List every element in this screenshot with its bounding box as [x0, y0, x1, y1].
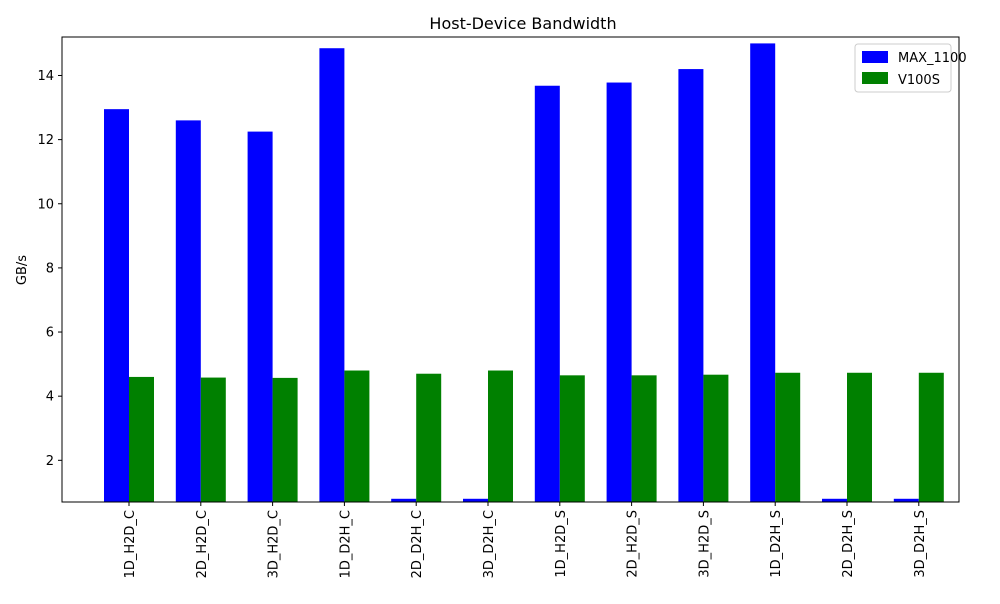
bar-v100s-3d-h2d-s: [703, 374, 729, 502]
bar-max-1100-3d-h2d-c: [247, 131, 273, 502]
y-tick-label: 4: [46, 390, 54, 405]
y-tick-label: 2: [46, 454, 54, 469]
y-tick-label: 14: [37, 69, 54, 84]
bars-layer: [104, 43, 944, 503]
bar-v100s-1d-h2d-s: [559, 375, 585, 502]
x-tick-label: 1D_D2H_S: [769, 510, 784, 578]
bar-v100s-3d-d2h-c: [488, 370, 513, 502]
bar-max-1100-1d-d2h-c: [319, 48, 345, 502]
legend: MAX_1100 V100S: [854, 43, 967, 93]
x-tick-label: 1D_D2H_C: [338, 510, 353, 578]
bar-max-1100-2d-h2d-s: [606, 82, 632, 502]
x-tick-label: 3D_D2H_S: [913, 510, 928, 578]
y-tick-label: 6: [46, 326, 54, 341]
bar-max-1100-2d-d2h-c: [391, 498, 417, 502]
x-tick-label: 3D_H2D_C: [267, 510, 282, 578]
bar-max-1100-3d-h2d-s: [678, 69, 704, 502]
bar-v100s-1d-d2h-c: [344, 370, 370, 502]
bar-max-1100-3d-d2h-s: [893, 498, 919, 502]
y-tick-label: 10: [37, 197, 54, 212]
y-axis: 2 4 6 8 10 12 14: [37, 69, 62, 469]
y-tick-label: 12: [37, 133, 54, 148]
legend-label-v100s: V100S: [898, 73, 940, 88]
x-tick-label: 1D_H2D_C: [123, 510, 138, 578]
bar-v100s-3d-d2h-s: [918, 372, 944, 502]
x-tick-label: 2D_H2D_S: [626, 510, 641, 578]
bar-max-1100-1d-h2d-c: [104, 109, 129, 502]
bar-v100s-1d-d2h-s: [775, 372, 801, 502]
x-tick-label: 2D_D2H_S: [841, 510, 856, 578]
bar-max-1100-2d-d2h-s: [822, 498, 847, 502]
y-tick-label: 8: [46, 261, 54, 276]
bar-v100s-2d-d2h-c: [416, 373, 442, 502]
legend-swatch-v100s: [862, 72, 888, 84]
legend-label-max-1100: MAX_1100: [898, 51, 967, 66]
bar-v100s-2d-h2d-c: [200, 377, 226, 502]
bar-v100s-3d-h2d-c: [272, 377, 298, 502]
bar-v100s-1d-h2d-c: [129, 376, 154, 502]
bar-max-1100-2d-h2d-c: [175, 120, 201, 502]
plot-frame: [61, 36, 960, 503]
bar-max-1100-1d-d2h-s: [750, 43, 776, 502]
chart-title: Host-Device Bandwidth: [429, 14, 616, 33]
y-axis-label: GB/s: [15, 255, 30, 285]
x-axis: 1D_H2D_C 2D_H2D_C 3D_H2D_C 1D_D2H_C 2D_D2H_C…: [123, 502, 928, 578]
bar-v100s-2d-h2d-s: [631, 375, 657, 502]
x-tick-label: 2D_H2D_C: [195, 510, 210, 578]
x-tick-label: 3D_H2D_S: [697, 510, 712, 578]
x-tick-label: 2D_D2H_C: [410, 510, 425, 578]
legend-swatch-max-1100: [862, 51, 888, 63]
bar-v100s-2d-d2h-s: [847, 372, 872, 502]
x-tick-label: 3D_D2H_C: [482, 510, 497, 578]
x-tick-label: 1D_H2D_S: [554, 510, 569, 578]
bar-max-1100-3d-d2h-c: [463, 498, 488, 502]
bar-max-1100-1d-h2d-s: [534, 85, 560, 503]
